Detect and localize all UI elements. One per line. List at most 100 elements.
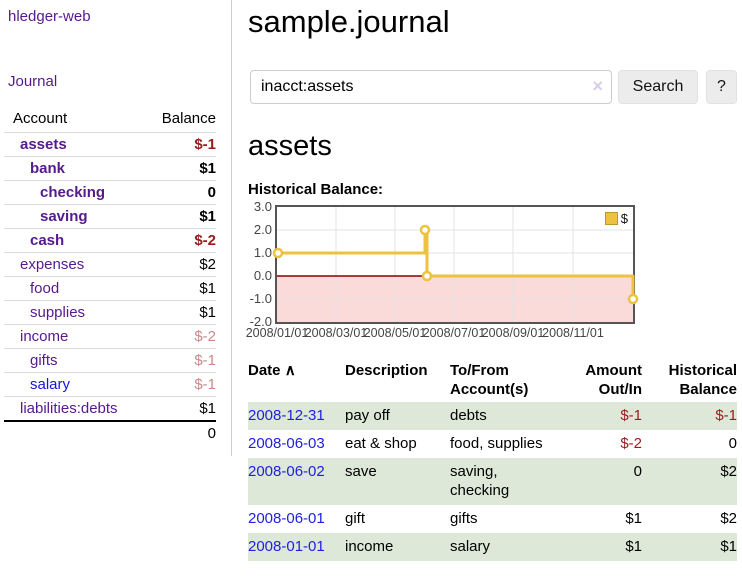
transaction-date-link[interactable]: 2008-06-02	[248, 463, 325, 480]
account-balance: $-1	[140, 372, 216, 397]
transaction-description: eat & shop	[345, 435, 417, 452]
account-balance: $1	[140, 276, 216, 301]
account-link[interactable]: cash	[30, 232, 65, 249]
account-row-salary: salary $-1	[4, 372, 216, 397]
account-link[interactable]: supplies	[30, 304, 86, 321]
help-button[interactable]: ?	[706, 70, 737, 104]
account-link[interactable]: expenses	[20, 256, 85, 273]
register-row: 2008-12-31 pay off debts $-1 $-1	[248, 402, 737, 430]
chart-legend: $	[604, 211, 628, 226]
account-balance: $-1	[194, 136, 216, 153]
x-axis-labels: 2008/01/01 2008/03/01 2008/05/01 2008/07…	[246, 326, 635, 342]
account-balance: $-2	[140, 324, 216, 349]
account-row-food: food $1	[4, 276, 216, 301]
transaction-date-link[interactable]: 2008-06-01	[248, 510, 325, 527]
balance-chart-plot[interactable]: $	[272, 205, 639, 324]
accounts-header-account: Account	[4, 106, 141, 133]
accounts-header-row: Account Balance	[4, 106, 216, 133]
transaction-description: pay off	[345, 402, 450, 430]
transaction-description: save	[345, 458, 450, 505]
register-table: Date ∧ Description To/From Account(s) Am…	[248, 361, 737, 561]
account-balance: $1	[140, 156, 216, 181]
transaction-accounts: salary	[450, 533, 560, 561]
transaction-date-link[interactable]: 2008-01-01	[248, 538, 325, 555]
column-header-accounts: To/From Account(s)	[450, 362, 529, 398]
transaction-accounts: debts	[450, 402, 560, 430]
clear-search-icon[interactable]: ×	[592, 76, 603, 96]
y-tick-label: 0.0	[253, 268, 272, 283]
x-tick-label: 2008/09/01	[481, 326, 545, 340]
account-row-supplies: supplies $1	[4, 300, 216, 325]
register-header-row: Date ∧ Description To/From Account(s) Am…	[248, 361, 737, 402]
column-header-description: Description	[345, 362, 428, 379]
x-tick-label: 2008/07/01	[422, 326, 486, 340]
account-link[interactable]: checking	[40, 184, 106, 201]
account-link[interactable]: saving	[40, 208, 88, 225]
account-row-bank: bank $1	[4, 156, 216, 181]
transaction-balance: $1	[642, 533, 737, 561]
account-link[interactable]: income	[20, 328, 69, 345]
data-point-markers	[272, 224, 639, 305]
x-tick-label: 2008/11/01	[542, 326, 604, 340]
account-heading: assets	[248, 130, 332, 162]
legend-label: $	[620, 211, 628, 226]
sort-ascending-icon: ∧	[284, 362, 296, 379]
transaction-amount: 0	[560, 458, 642, 505]
accounts-table: Account Balance assets $-1 bank $1 check…	[4, 106, 216, 445]
chart-title: Historical Balance:	[248, 181, 384, 198]
account-link[interactable]: liabilities:debts	[20, 400, 118, 417]
y-tick-label: -1.0	[249, 291, 272, 306]
transaction-accounts: gifts	[450, 510, 478, 527]
register-row: 2008-06-02 save saving, checking 0 $2	[248, 458, 737, 505]
register-row: 2008-06-03 eat & shop food, supplies $-2…	[248, 430, 737, 458]
transaction-amount: $1	[625, 510, 642, 527]
x-tick-label: 2008/05/01	[363, 326, 427, 340]
transaction-accounts: food, supplies	[450, 435, 543, 452]
transaction-description: income	[345, 533, 450, 561]
account-row-gifts: gifts $-1	[4, 348, 216, 373]
account-row-liabilities-debts: liabilities:debts $1	[4, 396, 216, 421]
account-row-checking: checking 0	[4, 180, 216, 205]
account-row-saving: saving $1	[4, 204, 216, 229]
column-header-date: Date ∧	[248, 362, 296, 379]
account-balance: $1	[140, 204, 216, 229]
transaction-date-link[interactable]: 2008-06-03	[248, 435, 325, 452]
transaction-balance: $2	[642, 458, 737, 505]
accounts-total-value: 0	[140, 420, 216, 445]
account-link[interactable]: salary	[30, 376, 71, 393]
transaction-balance: $2	[720, 510, 737, 527]
y-tick-label: 1.0	[253, 245, 272, 260]
x-tick-label: 2008/03/01	[304, 326, 368, 340]
account-link[interactable]: gifts	[30, 352, 58, 369]
legend-swatch-icon	[604, 212, 618, 225]
transaction-accounts: saving, checking	[450, 458, 560, 505]
transaction-date-link[interactable]: 2008-12-31	[248, 407, 325, 424]
account-link[interactable]: food	[30, 280, 60, 297]
account-row-expenses: expenses $2	[4, 252, 216, 277]
sidebar-item-journal[interactable]: Journal	[8, 73, 58, 90]
accounts-header-balance: Balance	[140, 106, 216, 133]
x-tick-label: 2008/01/01	[245, 326, 309, 340]
search-button[interactable]: Search	[618, 70, 698, 104]
transaction-amount: $-1	[560, 402, 642, 430]
transaction-balance: $-1	[642, 402, 737, 430]
y-tick-label: -2.0	[249, 314, 272, 329]
account-balance: $1	[140, 396, 216, 421]
account-link[interactable]: assets	[20, 136, 67, 153]
account-link[interactable]: bank	[30, 160, 66, 177]
register-row: 2008-01-01 income salary $1 $1	[248, 533, 737, 561]
transaction-description: gift	[345, 510, 366, 527]
column-header-amount: Amount Out/In	[585, 362, 642, 398]
page-title: sample.journal	[248, 4, 450, 39]
account-row-assets: assets $-1	[4, 133, 216, 157]
transaction-amount: $1	[560, 533, 642, 561]
search-bar: × Search ?	[250, 70, 737, 104]
account-balance: $2	[140, 252, 216, 277]
account-balance: $-2	[140, 228, 216, 253]
y-tick-label: 2.0	[253, 222, 272, 237]
account-balance: $1	[140, 300, 216, 325]
search-input[interactable]	[250, 70, 612, 104]
app-title-link[interactable]: hledger-web	[8, 8, 91, 25]
account-balance: 0	[140, 180, 216, 205]
